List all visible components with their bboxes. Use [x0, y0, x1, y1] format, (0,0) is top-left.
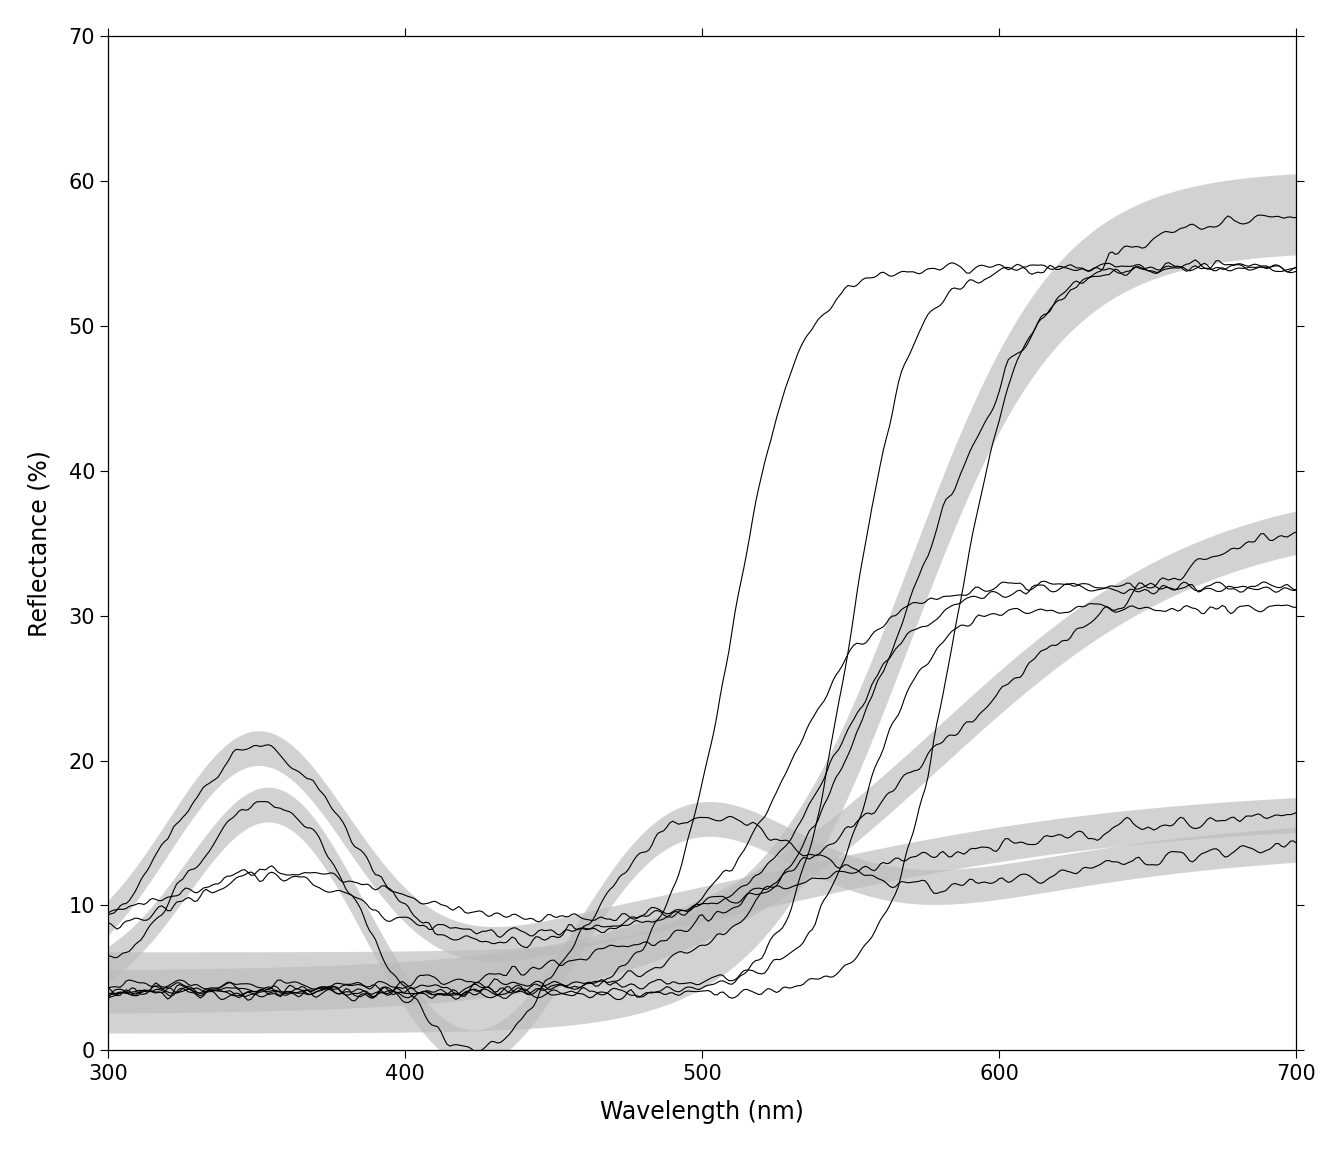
- Y-axis label: Reflectance (%): Reflectance (%): [28, 449, 52, 637]
- X-axis label: Wavelength (nm): Wavelength (nm): [601, 1100, 804, 1124]
